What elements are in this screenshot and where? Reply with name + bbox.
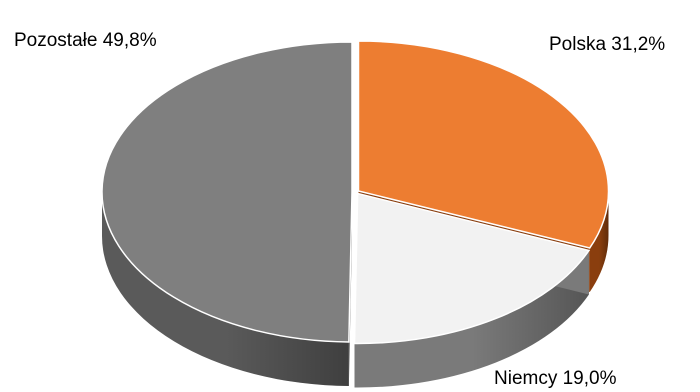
data-label-niemcy: Niemcy 19,0% — [494, 368, 617, 389]
pie-slice-niemcy — [353, 192, 591, 345]
data-label-pozosta-e: Pozostałe 49,8% — [14, 30, 157, 51]
pie-data-labels: Polska 31,2% Niemcy 19,0% Pozostałe 49,8% — [14, 30, 665, 389]
pie-slices — [101, 40, 610, 345]
pie-side-shade-polska — [589, 190, 609, 292]
pie-slice-pozosta-e — [101, 41, 353, 343]
pie-slice-polska — [357, 40, 610, 249]
data-label-polska: Polska 31,2% — [549, 34, 665, 55]
pie-side-shade-niemcy — [354, 250, 589, 388]
